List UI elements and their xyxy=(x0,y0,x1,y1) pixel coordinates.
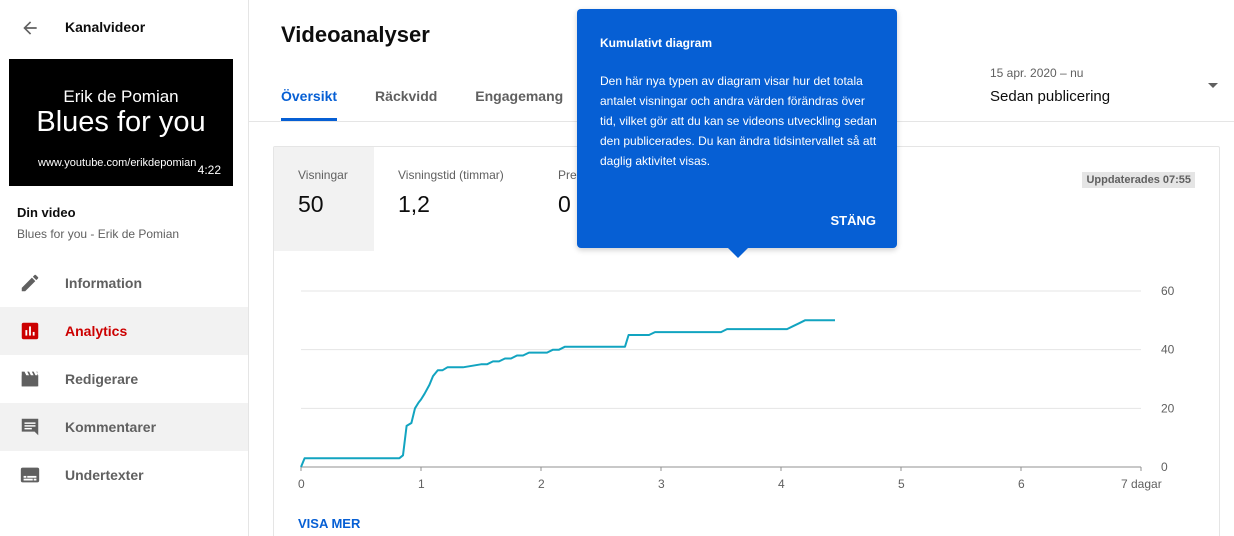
thumbnail-url: www.youtube.com/erikdepomian xyxy=(38,157,197,169)
date-range-label: Sedan publicering xyxy=(990,88,1111,105)
sidebar-item-label: Undertexter xyxy=(65,467,144,483)
metric-value: 1,2 xyxy=(398,191,430,217)
y-tick-label: 60 xyxy=(1161,284,1175,298)
page-title: Videoanalyser xyxy=(281,22,430,47)
sidebar: Kanalvideor Erik de Pomian Blues for you… xyxy=(0,0,249,536)
x-tick-label: 7 dagar xyxy=(1121,477,1162,491)
tooltip-arrow xyxy=(728,248,748,258)
metric-label: Visningstid (timmar) xyxy=(398,168,504,182)
sidebar-item-label: Kommentarer xyxy=(65,419,157,435)
y-tick-label: 20 xyxy=(1161,401,1175,415)
x-tick-label: 0 xyxy=(298,477,305,491)
clapperboard-icon xyxy=(18,367,42,391)
thumbnail-title: Blues for you xyxy=(36,106,206,138)
back-button[interactable] xyxy=(16,14,44,42)
subtitles-icon xyxy=(18,463,42,487)
y-tick-label: 40 xyxy=(1161,343,1175,357)
x-tick-label: 5 xyxy=(898,477,905,491)
sidebar-item-label: Analytics xyxy=(65,323,128,339)
x-tick-label: 2 xyxy=(538,477,545,491)
chevron-down-icon xyxy=(1208,83,1218,88)
metric-views[interactable]: Visningar 50 xyxy=(274,147,374,251)
metric-label: Visningar xyxy=(298,168,348,182)
see-more-link[interactable]: VISA MER xyxy=(298,516,361,531)
sidebar-item-subtitles[interactable]: Undertexter xyxy=(0,451,248,499)
metric-watch-time[interactable]: Visningstid (timmar) 1,2 xyxy=(374,147,534,251)
analytics-icon xyxy=(18,319,42,343)
pencil-icon xyxy=(18,271,42,295)
x-tick-label: 6 xyxy=(1018,477,1025,491)
arrow-left-icon xyxy=(23,21,37,35)
thumbnail-artist: Erik de Pomian xyxy=(63,87,179,106)
metric-value: 0 xyxy=(558,191,571,217)
sidebar-item-information[interactable]: Information xyxy=(0,259,248,307)
x-tick-label: 4 xyxy=(778,477,785,491)
close-tooltip-button[interactable]: STÄNG xyxy=(830,213,877,228)
your-video-label: Din video xyxy=(17,205,76,220)
x-tick-label: 3 xyxy=(658,477,665,491)
y-tick-label: 0 xyxy=(1161,460,1168,474)
sidebar-item-label: Information xyxy=(65,275,142,291)
sidebar-item-label: Redigerare xyxy=(65,371,139,387)
tab-reach[interactable]: Räckvidd xyxy=(375,88,438,104)
metric-value: 50 xyxy=(298,191,324,217)
views-series-line xyxy=(300,319,835,468)
sidebar-title: Kanalvideor xyxy=(65,19,146,35)
comment-icon xyxy=(18,415,42,439)
x-tick-label: 1 xyxy=(418,477,425,491)
sidebar-header: Kanalvideor xyxy=(0,0,248,56)
tooltip-title: Kumulativt diagram xyxy=(600,36,713,50)
chart-svg: 0 20 40 60 0 1 2 3 4 5 6 7 dagar xyxy=(298,284,1175,491)
video-subtitle: Blues for you - Erik de Pomian xyxy=(17,227,180,241)
tab-engagement[interactable]: Engagemang xyxy=(475,88,564,104)
tooltip-body: Den här nya typen av diagram visar hur d… xyxy=(600,74,877,168)
cumulative-chart-tooltip: Kumulativt diagram Den här nya typen av … xyxy=(577,9,897,258)
sidebar-item-editor[interactable]: Redigerare xyxy=(0,355,248,403)
sidebar-item-analytics[interactable]: Analytics xyxy=(0,307,248,355)
date-range-selector[interactable]: 15 apr. 2020 – nu Sedan publicering xyxy=(990,66,1220,105)
sidebar-item-comments[interactable]: Kommentarer xyxy=(0,403,248,451)
views-chart: 0 20 40 60 0 1 2 3 4 5 6 7 dagar xyxy=(274,271,1221,501)
tab-overview[interactable]: Översikt xyxy=(281,88,338,121)
updated-badge: Uppdaterades 07:55 xyxy=(1082,172,1195,188)
date-range-dates: 15 apr. 2020 – nu xyxy=(990,66,1084,80)
video-duration: 4:22 xyxy=(197,163,221,177)
sidebar-nav: Information Analytics Redigerare Komment… xyxy=(0,259,248,499)
video-thumbnail[interactable]: Erik de Pomian Blues for you www.youtube… xyxy=(9,59,233,186)
tab-bar: Översikt Räckvidd Engagemang xyxy=(281,88,601,121)
